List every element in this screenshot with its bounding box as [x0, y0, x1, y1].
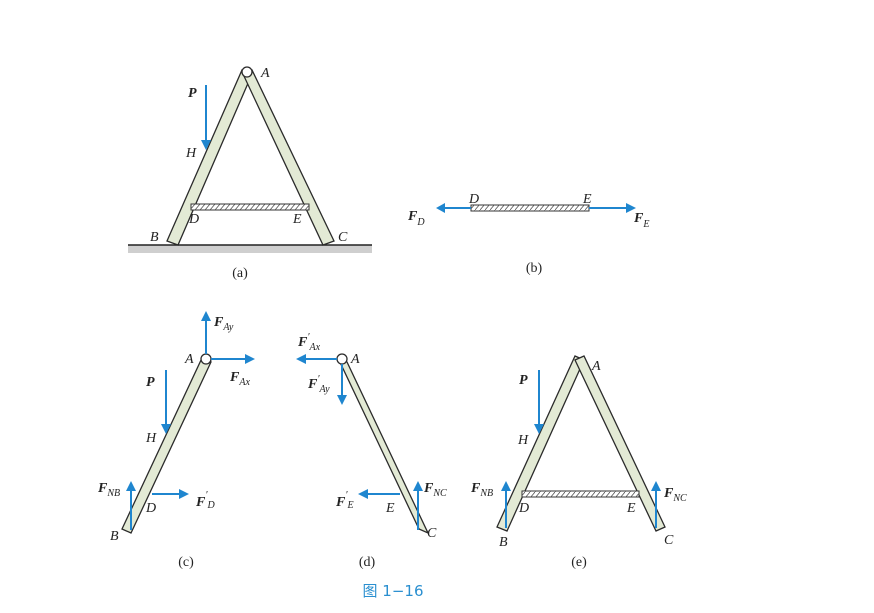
force-fd-arrowhead — [436, 203, 445, 213]
force-fe-prime-label: F′E — [335, 490, 354, 511]
panel-b: D E FD FE (b) — [407, 192, 649, 276]
force-fax-label: FAx — [229, 370, 250, 388]
pin-a-c — [200, 353, 212, 365]
caption-d: (d) — [359, 555, 376, 570]
force-fe-label: FE — [633, 211, 649, 230]
point-d-label: D — [188, 212, 199, 227]
force-fd-label: FD — [407, 209, 425, 228]
force-fax-prime-arrowhead — [296, 354, 306, 364]
point-a-label-d: A — [350, 352, 360, 367]
force-fnc-label-e: FNC — [663, 486, 687, 504]
force-fnb-label-e: FNB — [470, 481, 493, 499]
force-fd-prime-arrowhead — [179, 489, 189, 499]
point-a-label-c: A — [184, 352, 194, 367]
pin-a-d — [336, 353, 348, 365]
force-fe-arrowhead — [626, 203, 636, 213]
rope-de-b-texture — [471, 205, 589, 211]
force-p-arrowhead-c — [161, 424, 171, 434]
point-b-label-e: B — [499, 535, 508, 550]
force-fnc-label-d: FNC — [423, 481, 447, 499]
point-a-label-e: A — [591, 359, 601, 374]
rope-de-e-texture — [522, 491, 639, 497]
point-b-label: B — [150, 230, 159, 245]
force-fay-label: FAy — [213, 315, 234, 333]
point-d-label-e: D — [518, 501, 529, 516]
panel-e: A P H FNB D B E FNC C (e) — [470, 355, 687, 570]
panel-d: F′Ax F′Ay A F′E E FNC C (d) — [296, 332, 447, 570]
point-c-label: C — [338, 230, 348, 245]
force-fnb-arrowhead-e — [501, 481, 511, 491]
pin-a — [241, 66, 253, 78]
force-p-arrowhead-e — [534, 424, 544, 434]
force-p-label-e: P — [519, 373, 528, 388]
point-h-label-c: H — [145, 431, 157, 446]
panel-a: P A H B D E C (a) — [128, 66, 372, 281]
rope-de-texture — [191, 204, 309, 210]
force-fax-arrowhead — [245, 354, 255, 364]
rod-ac — [242, 69, 335, 246]
point-e-label: E — [292, 212, 302, 227]
force-fe-prime-arrowhead — [358, 489, 368, 499]
force-fax-prime-label: F′Ax — [297, 332, 321, 353]
caption-b: (b) — [526, 261, 543, 276]
rod-ac-e — [574, 355, 666, 532]
force-p-arrowhead — [201, 140, 211, 150]
rod-ab-e — [496, 355, 585, 532]
force-p-label-c: P — [146, 375, 155, 390]
force-fay-prime-label: F′Ay — [307, 374, 330, 395]
point-h-label: H — [185, 146, 197, 161]
point-d-label-b: D — [468, 192, 479, 207]
force-fnb-label-c: FNB — [97, 481, 120, 499]
force-fnc-arrowhead-e — [651, 481, 661, 491]
caption-c: (c) — [178, 555, 194, 570]
force-p-label: P — [188, 86, 197, 101]
point-c-label-e: C — [664, 533, 674, 548]
figure-title: 图 1−16 — [363, 582, 424, 600]
point-h-label-e: H — [517, 433, 529, 448]
panel-c: FAy FAx A P H FNB F′D D B (c) — [97, 311, 255, 570]
point-e-label-b: E — [582, 192, 592, 207]
ground-hatch — [128, 245, 372, 253]
point-a-label: A — [260, 66, 270, 81]
force-fd-prime-label: F′D — [195, 490, 216, 511]
caption-e: (e) — [571, 555, 587, 570]
point-e-label-d: E — [385, 501, 395, 516]
rod-ab — [166, 69, 253, 246]
force-fay-arrowhead — [201, 311, 211, 321]
point-b-label-c: B — [110, 529, 119, 544]
force-fnc-arrowhead-d — [413, 481, 423, 491]
force-fay-prime-arrowhead — [337, 395, 347, 405]
point-c-label-d: C — [427, 526, 437, 541]
caption-a: (a) — [232, 266, 248, 281]
force-fnb-arrowhead-c — [126, 481, 136, 491]
point-e-label-e: E — [626, 501, 636, 516]
point-d-label-c: D — [145, 501, 156, 516]
